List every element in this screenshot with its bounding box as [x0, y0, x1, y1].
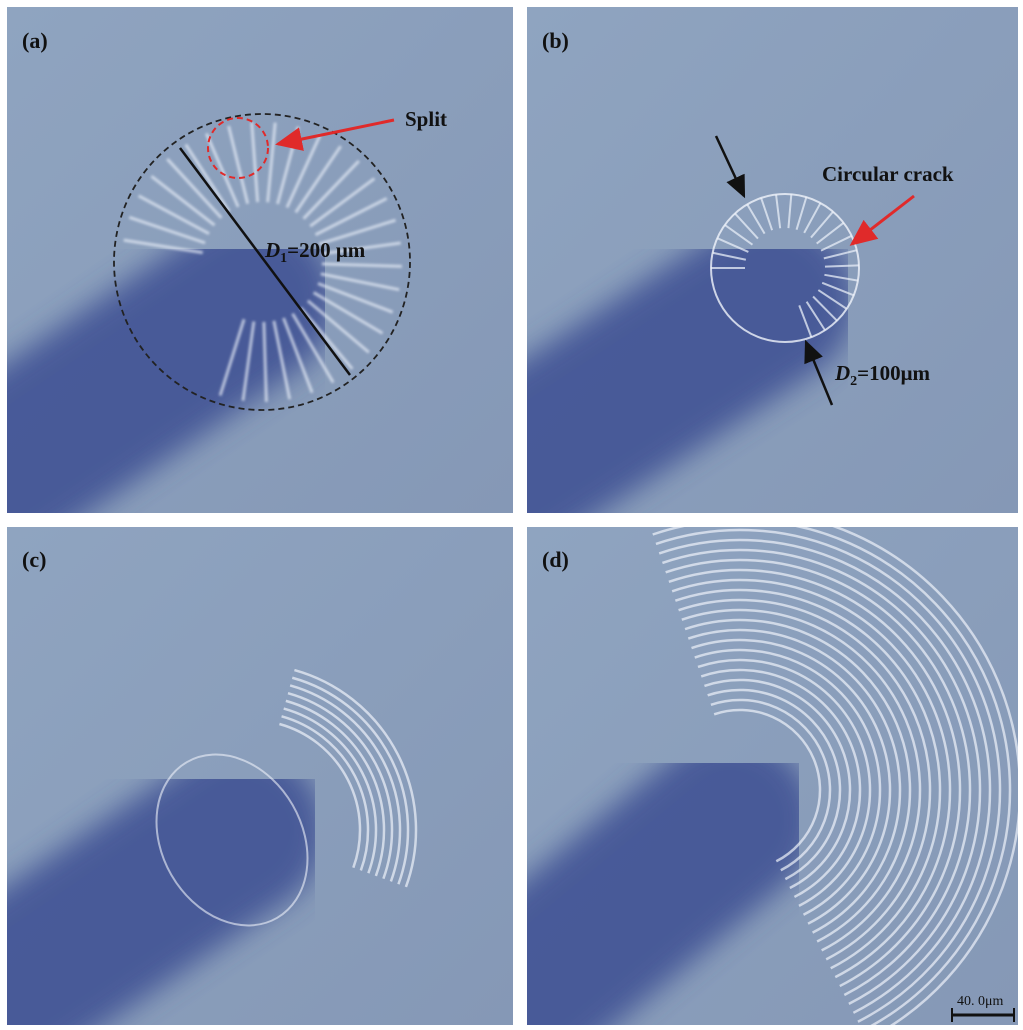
annotation: D1=200 μm: [264, 238, 366, 266]
annotation: Split: [405, 107, 447, 131]
annotation: Circular crack: [822, 162, 954, 186]
symbol: D: [834, 361, 850, 385]
subscript: 1: [280, 251, 287, 266]
panel-b: [510, 7, 1018, 513]
figure: (a) (b) (c) (d) Split D1=200 μm Circular…: [0, 0, 1023, 1030]
subscript: 2: [850, 374, 857, 389]
panel-c: [0, 527, 513, 1025]
texture: [825, 265, 859, 266]
panel-a: [0, 7, 513, 513]
panel-d: [500, 510, 1020, 1030]
value: =100μm: [857, 361, 930, 385]
panel-label: (d): [542, 547, 569, 572]
panel-label: (c): [22, 547, 46, 572]
panel-label: (b): [542, 28, 569, 53]
symbol: D: [264, 238, 280, 262]
value: =200 μm: [287, 238, 366, 262]
scale-bar-label: 40. 0μm: [957, 994, 1004, 1009]
annotation: D2=100μm: [834, 361, 931, 389]
panel-label: (a): [22, 28, 48, 53]
